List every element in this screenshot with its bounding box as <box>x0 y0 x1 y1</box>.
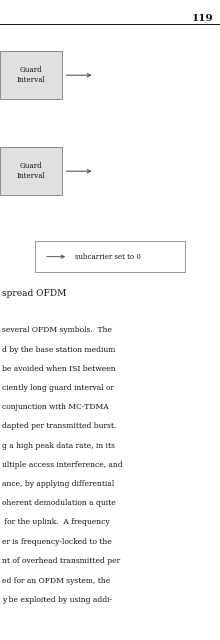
Text: oherent demodulation a quite: oherent demodulation a quite <box>2 499 116 507</box>
Text: 119: 119 <box>192 14 213 23</box>
Text: dapted per transmitted burst.: dapted per transmitted burst. <box>2 422 117 431</box>
Text: ciently long guard interval or: ciently long guard interval or <box>2 384 114 392</box>
Text: conjunction with MC-TDMA: conjunction with MC-TDMA <box>2 403 109 411</box>
Text: y be exploited by using addi-: y be exploited by using addi- <box>2 596 112 604</box>
Text: ultiple access interference, and: ultiple access interference, and <box>2 461 123 468</box>
Text: Guard
Interval: Guard Interval <box>16 67 45 84</box>
Text: er is frequency-locked to the: er is frequency-locked to the <box>2 538 112 545</box>
Text: for the uplink.  A frequency: for the uplink. A frequency <box>2 518 110 526</box>
Text: d by the base station medium: d by the base station medium <box>2 346 116 353</box>
Text: ance, by applying differential: ance, by applying differential <box>2 480 114 488</box>
Text: several OFDM symbols.  The: several OFDM symbols. The <box>2 326 112 334</box>
FancyBboxPatch shape <box>0 147 62 195</box>
Text: spread OFDM: spread OFDM <box>2 289 67 298</box>
Text: g a high peak data rate, in its: g a high peak data rate, in its <box>2 442 115 449</box>
Text: nt of overhead transmitted per: nt of overhead transmitted per <box>2 557 120 564</box>
Text: ed for an OFDM system, the: ed for an OFDM system, the <box>2 577 110 585</box>
Text: be avoided when ISI between: be avoided when ISI between <box>2 365 116 372</box>
Text: Guard
Interval: Guard Interval <box>16 163 45 180</box>
FancyBboxPatch shape <box>0 51 62 99</box>
FancyBboxPatch shape <box>35 241 185 272</box>
Text: subcarrier set to 0: subcarrier set to 0 <box>75 253 141 260</box>
